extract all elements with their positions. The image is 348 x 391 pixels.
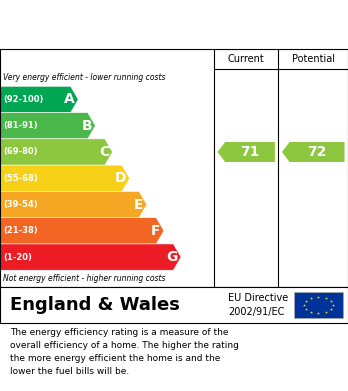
Text: (39-54): (39-54): [3, 200, 38, 209]
Text: D: D: [115, 171, 126, 185]
Text: (21-38): (21-38): [3, 226, 38, 235]
Text: A: A: [64, 92, 75, 106]
Text: Potential: Potential: [292, 54, 335, 64]
Polygon shape: [0, 139, 112, 165]
Text: Current: Current: [228, 54, 264, 64]
Polygon shape: [0, 192, 147, 218]
Text: Very energy efficient - lower running costs: Very energy efficient - lower running co…: [3, 73, 166, 82]
Text: B: B: [81, 119, 92, 133]
Text: The energy efficiency rating is a measure of the
overall efficiency of a home. T: The energy efficiency rating is a measur…: [10, 328, 239, 376]
Text: 71: 71: [240, 145, 260, 159]
Polygon shape: [218, 142, 275, 162]
Polygon shape: [0, 165, 130, 192]
Text: EU Directive
2002/91/EC: EU Directive 2002/91/EC: [228, 293, 288, 317]
Text: England & Wales: England & Wales: [10, 296, 180, 314]
Text: Not energy efficient - higher running costs: Not energy efficient - higher running co…: [3, 274, 166, 283]
Text: (1-20): (1-20): [3, 253, 32, 262]
Text: (92-100): (92-100): [3, 95, 44, 104]
Text: F: F: [151, 224, 160, 238]
Polygon shape: [0, 86, 78, 113]
Text: G: G: [166, 250, 177, 264]
Polygon shape: [0, 113, 95, 139]
Polygon shape: [0, 244, 181, 270]
Text: E: E: [134, 197, 143, 212]
Text: 72: 72: [307, 145, 327, 159]
Text: (81-91): (81-91): [3, 121, 38, 130]
Polygon shape: [0, 218, 164, 244]
Polygon shape: [282, 142, 345, 162]
Text: C: C: [99, 145, 109, 159]
Text: Energy Efficiency Rating: Energy Efficiency Rating: [10, 20, 221, 34]
Text: (69-80): (69-80): [3, 147, 38, 156]
Text: (55-68): (55-68): [3, 174, 38, 183]
FancyBboxPatch shape: [294, 292, 343, 318]
